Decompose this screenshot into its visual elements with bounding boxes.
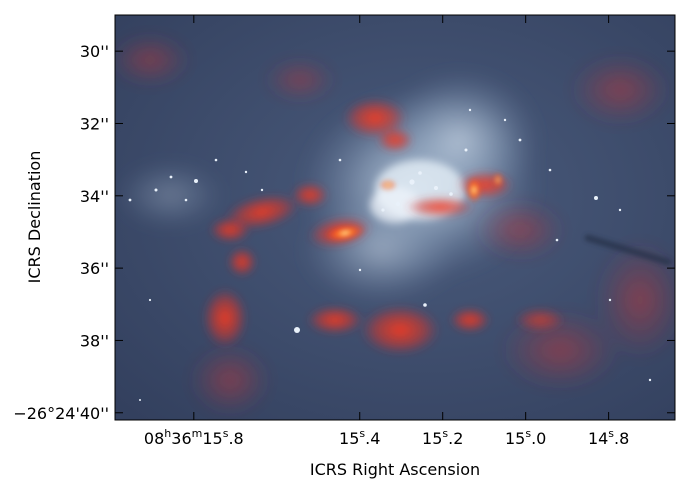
x-tick-label: 15s.4 [339, 427, 380, 448]
emission-features [203, 98, 565, 355]
y-tick-label: −26°24'40'' [13, 404, 109, 423]
y-axis-label: ICRS Declination [25, 151, 44, 284]
tick-labels: 08h36m15s.8 15s.4 15s.2 15s.0 14s.8 30'' 32'' 3… [13, 42, 629, 448]
y-tick-label: 34'' [80, 187, 109, 206]
x-tick-label: 15s.2 [422, 427, 463, 448]
x-tick-label: 15s.0 [505, 427, 546, 448]
x-tick-label: 08h36m15s.8 [144, 427, 244, 448]
point-sources [128, 108, 652, 401]
emission-hotspots [325, 172, 504, 242]
y-tick-label: 32'' [80, 114, 109, 133]
y-tick-label: 36'' [80, 259, 109, 278]
x-tick-label: 14s.8 [588, 427, 629, 448]
y-tick-label: 30'' [80, 42, 109, 61]
axis-ticks [115, 15, 675, 420]
dark-streak [584, 234, 672, 266]
faint-emission [115, 35, 675, 415]
x-axis-label: ICRS Right Ascension [310, 460, 480, 479]
y-tick-label: 38'' [80, 331, 109, 350]
sky-image [115, 15, 675, 420]
plot-frame [114, 14, 676, 421]
